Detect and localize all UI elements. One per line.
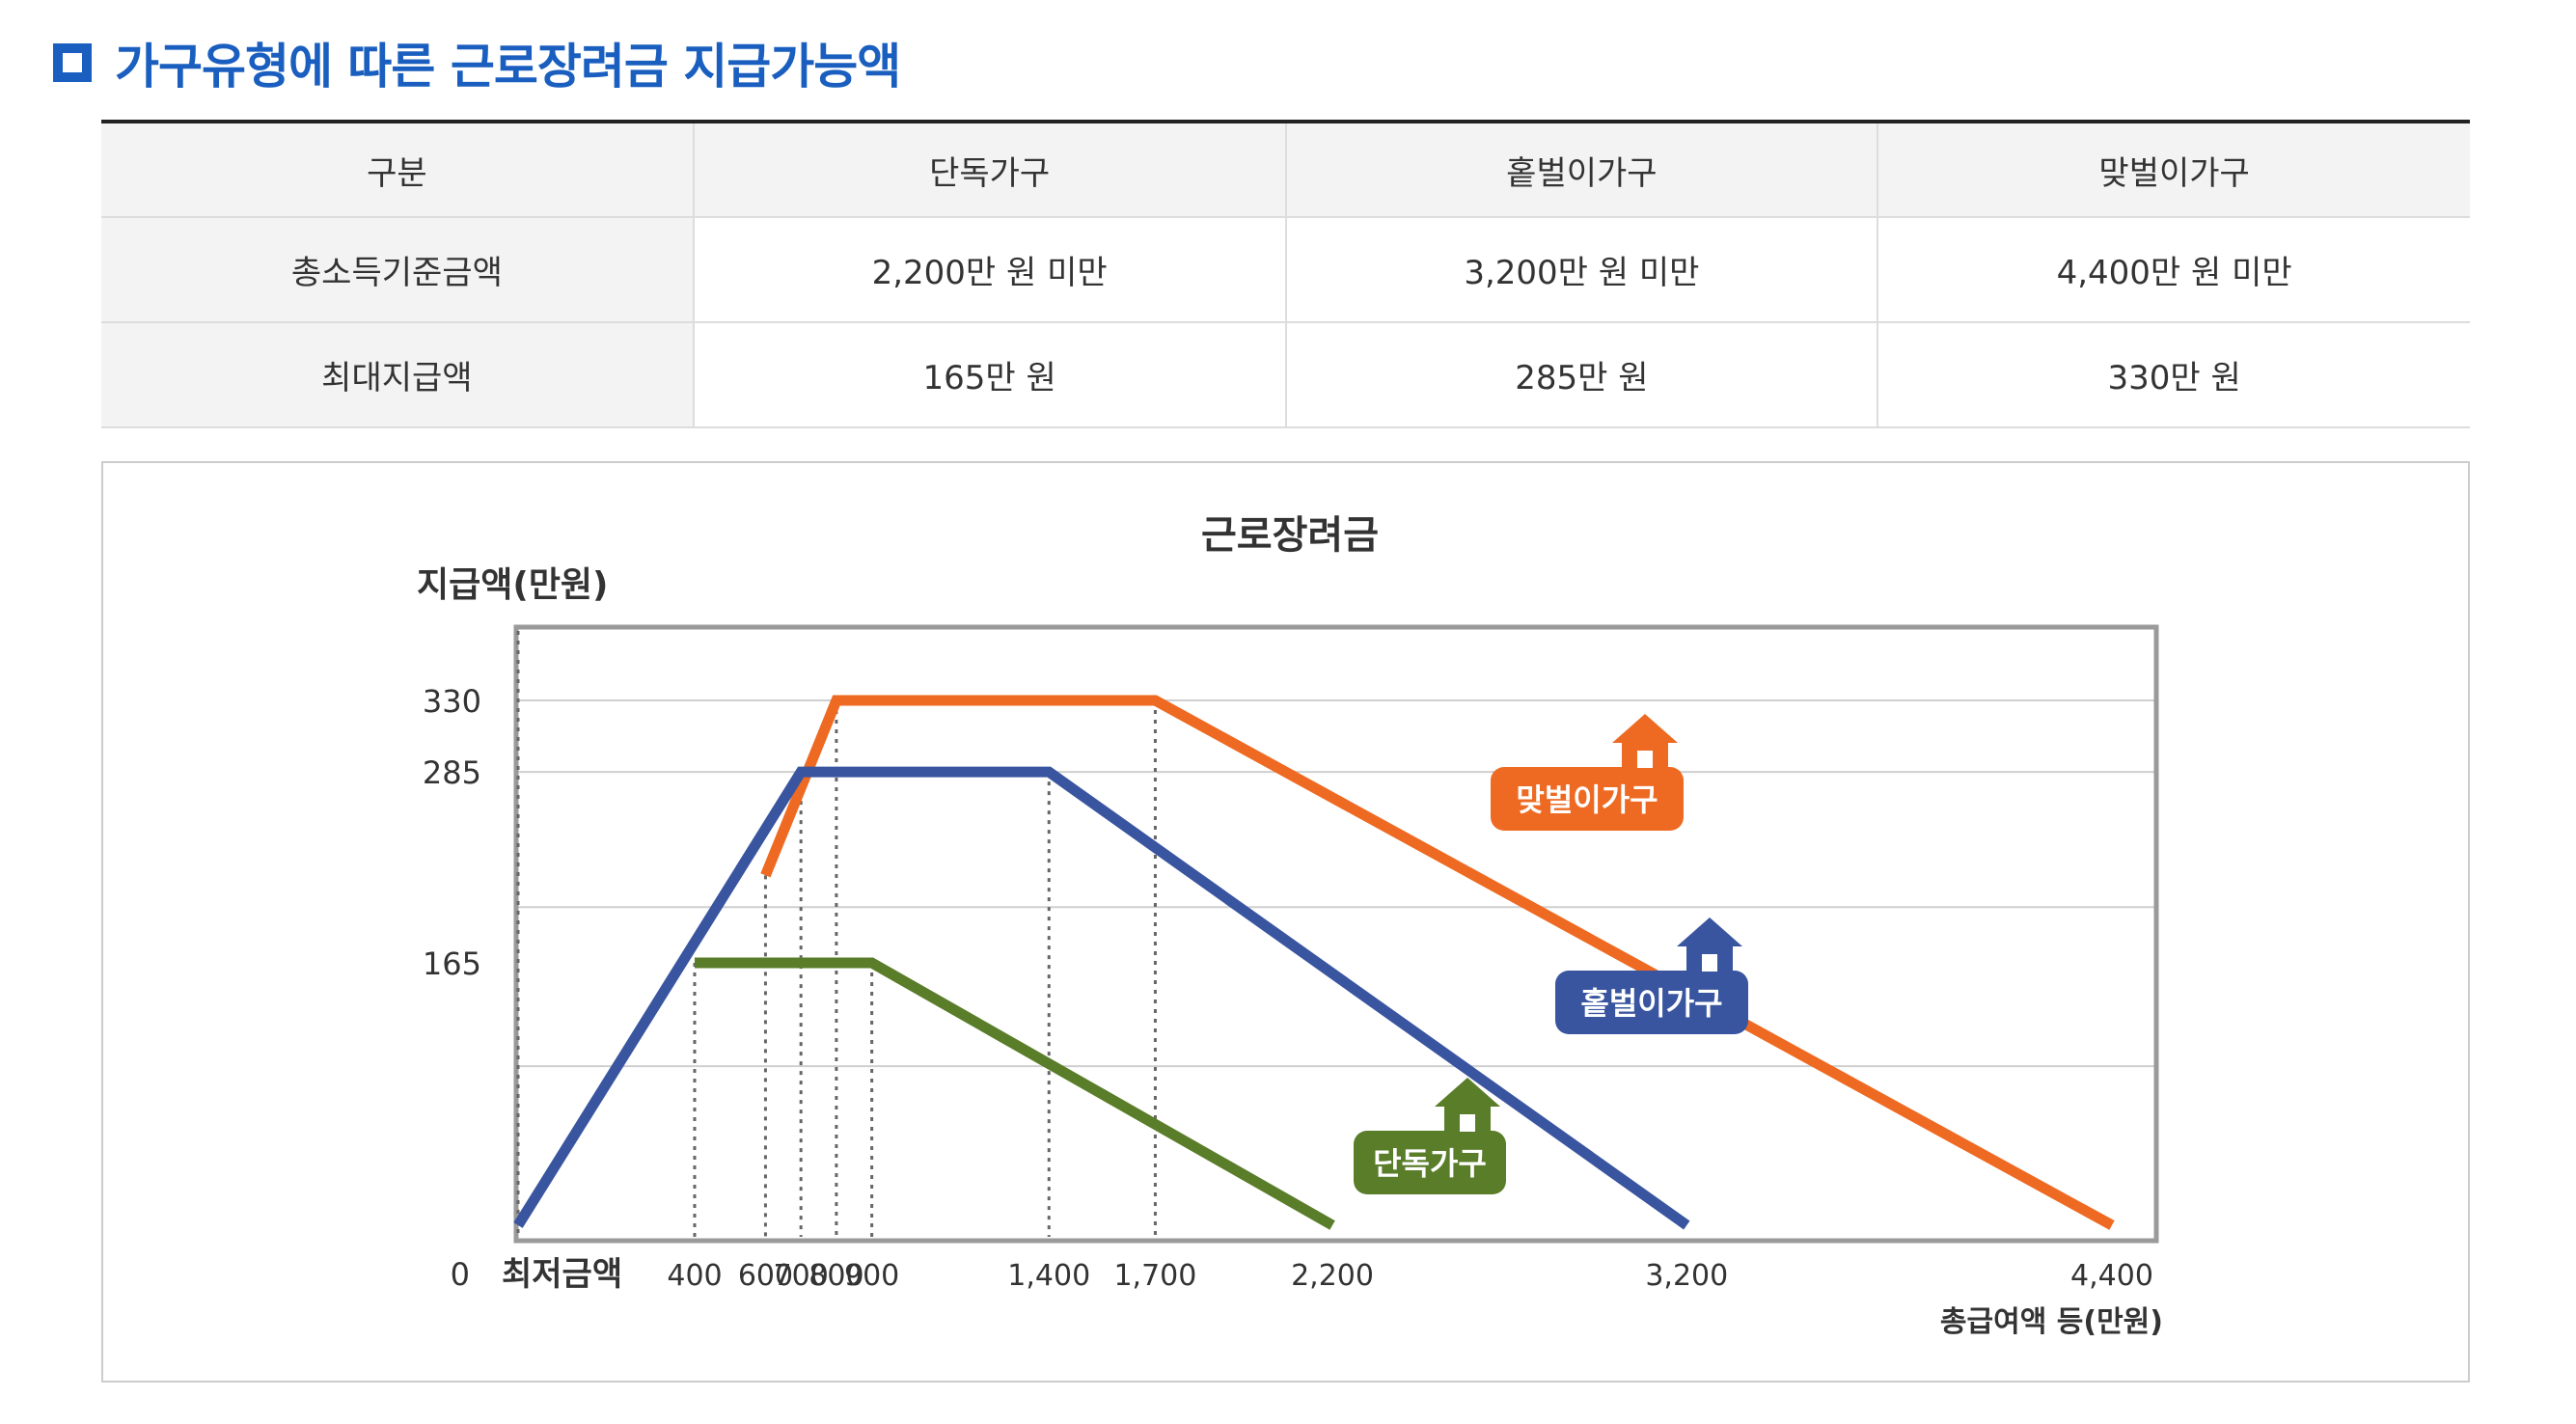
x-axis-label: 총급여액 등(만원) xyxy=(1940,1305,2163,1339)
table-cell: 330만 원 xyxy=(1877,322,2470,428)
table-header-row: 구분 단독가구 홑벌이가구 맞벌이가구 xyxy=(101,122,2470,218)
series-line xyxy=(513,766,1690,1230)
table-header-cell: 홑벌이가구 xyxy=(1284,122,1878,218)
series-line xyxy=(695,957,1335,1230)
chart-title: 근로장려금 xyxy=(1201,513,1379,558)
house-icon xyxy=(1677,917,1742,946)
plot-frame xyxy=(513,624,2159,1244)
x-tick-label: 2,200 xyxy=(1291,1259,1374,1293)
table-cell: 4,400만 원 미만 xyxy=(1877,217,2470,323)
x-tick-label: 800 xyxy=(808,1259,863,1293)
table-cell: 165만 원 xyxy=(692,322,1286,428)
house-icon xyxy=(1460,1114,1475,1132)
series-label: 단독가구 xyxy=(1373,1145,1487,1182)
section-header: 가구유형에 따른 근로장려금 지급가능액 xyxy=(53,29,901,96)
table-cell: 285만 원 xyxy=(1284,322,1878,428)
series-label-box xyxy=(1354,1131,1506,1194)
x-min-label: 최저금액 xyxy=(502,1255,622,1294)
x-tick-label: 1,400 xyxy=(1007,1259,1090,1293)
row-header-cell: 최대지급액 xyxy=(101,322,694,428)
table-cell: 3,200만 원 미만 xyxy=(1284,217,1878,323)
series-label: 홑벌이가구 xyxy=(1580,985,1722,1022)
section-title: 가구유형에 따른 근로장려금 지급가능액 xyxy=(115,39,901,95)
series-label-box xyxy=(1491,767,1684,831)
table-row: 총소득기준금액 2,200만 원 미만 3,200만 원 미만 4,400만 원… xyxy=(101,217,2470,323)
house-icon xyxy=(1612,714,1678,743)
y-tick-label: 285 xyxy=(423,754,481,791)
table-header-cell: 단독가구 xyxy=(692,122,1286,218)
x-tick-label: 3,200 xyxy=(1645,1259,1728,1293)
series-line xyxy=(760,695,2115,1230)
row-header-cell: 총소득기준금액 xyxy=(101,217,694,323)
y-tick-label: 165 xyxy=(423,945,481,982)
table-cell: 2,200만 원 미만 xyxy=(692,217,1286,323)
table-header-cell: 맞벌이가구 xyxy=(1877,122,2470,218)
y-tick-label: 330 xyxy=(423,683,481,720)
x-tick-label: 900 xyxy=(844,1259,899,1293)
table-header-cell: 구분 xyxy=(101,122,694,218)
x-tick-label: 1,700 xyxy=(1113,1259,1196,1293)
square-bullet-icon xyxy=(53,43,92,82)
y-axis-label: 지급액(만원) xyxy=(417,565,609,605)
house-icon xyxy=(1637,751,1653,768)
x-tick-label: 700 xyxy=(774,1259,829,1293)
house-icon xyxy=(1435,1078,1500,1107)
eligibility-table: 구분 단독가구 홑벌이가구 맞벌이가구 총소득기준금액 2,200만 원 미만 … xyxy=(101,120,2470,428)
table-row: 최대지급액 165만 원 285만 원 330만 원 xyxy=(101,322,2470,428)
x-tick-label: 400 xyxy=(667,1259,722,1293)
x-tick-label: 4,400 xyxy=(2070,1259,2153,1293)
series-label-box xyxy=(1555,971,1748,1034)
x-origin-label: 0 xyxy=(451,1256,470,1293)
series-label: 맞벌이가구 xyxy=(1516,781,1658,818)
x-tick-label: 600 xyxy=(738,1259,793,1293)
house-icon xyxy=(1702,954,1717,972)
